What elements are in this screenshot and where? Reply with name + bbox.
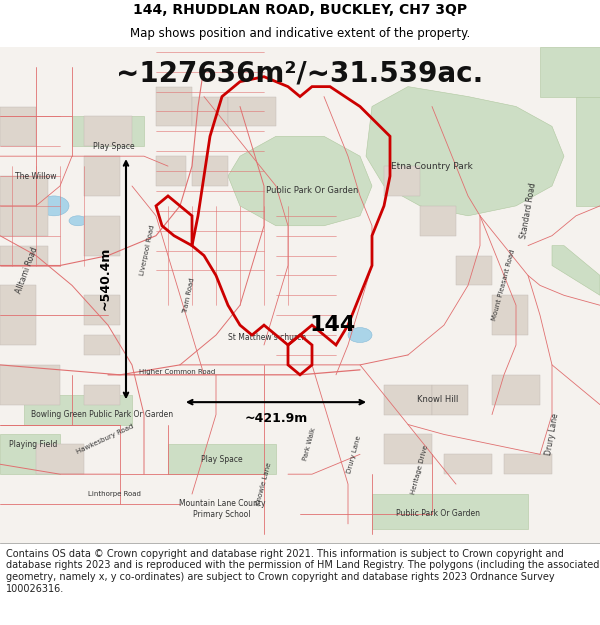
Ellipse shape (69, 216, 87, 226)
Bar (384, 166, 420, 196)
Ellipse shape (39, 196, 69, 216)
Text: Drury Lane: Drury Lane (544, 412, 560, 456)
Bar (156, 156, 186, 186)
Text: Bowling Green Public Park Or Garden: Bowling Green Public Park Or Garden (31, 410, 173, 419)
Bar (84, 335, 120, 355)
Bar (228, 96, 276, 126)
Bar (36, 444, 84, 474)
Text: Park Walk: Park Walk (302, 427, 316, 462)
Text: Public Park Or Garden: Public Park Or Garden (396, 509, 480, 519)
Text: The Willow: The Willow (15, 171, 57, 181)
Bar (492, 295, 528, 335)
Bar (384, 434, 432, 464)
Bar (84, 156, 120, 196)
Text: Mount Pleasant Road: Mount Pleasant Road (491, 249, 517, 322)
Text: Liverpool Road: Liverpool Road (139, 225, 155, 276)
Bar (456, 256, 492, 286)
Polygon shape (576, 96, 600, 206)
Text: Alltami Road: Alltami Road (14, 246, 40, 295)
Polygon shape (372, 494, 528, 529)
Text: St Matthew's church: St Matthew's church (228, 333, 306, 342)
Text: Tram Road: Tram Road (182, 277, 196, 314)
Bar (192, 96, 228, 126)
Bar (156, 87, 192, 126)
Text: Standard Road: Standard Road (518, 182, 538, 239)
Text: Etna Country Park: Etna Country Park (391, 162, 473, 171)
Bar (84, 116, 132, 146)
Polygon shape (366, 87, 564, 216)
Bar (0, 176, 48, 236)
Text: Map shows position and indicative extent of the property.: Map shows position and indicative extent… (130, 28, 470, 40)
Polygon shape (72, 116, 144, 146)
Text: Drury Lane: Drury Lane (346, 435, 362, 474)
Text: Linthorpe Road: Linthorpe Road (88, 491, 140, 497)
Bar (420, 206, 456, 236)
Polygon shape (540, 47, 600, 96)
Text: Public Park Or Garden: Public Park Or Garden (266, 186, 358, 196)
Bar (84, 385, 120, 404)
Bar (492, 375, 540, 404)
Text: ~127636m²/~31.539ac.: ~127636m²/~31.539ac. (116, 59, 484, 88)
Text: Hawkesbury Road: Hawkesbury Road (76, 424, 134, 455)
Polygon shape (24, 395, 132, 424)
Text: Heritage Drive: Heritage Drive (410, 444, 430, 494)
Bar (84, 216, 120, 256)
Bar (0, 365, 60, 404)
Text: Play Space: Play Space (201, 455, 243, 464)
Polygon shape (552, 246, 600, 295)
Text: Knowl Hill: Knowl Hill (418, 395, 458, 404)
Text: 144: 144 (310, 315, 356, 335)
Text: Contains OS data © Crown copyright and database right 2021. This information is : Contains OS data © Crown copyright and d… (6, 549, 599, 594)
Bar (0, 246, 48, 266)
Bar (444, 454, 492, 474)
Text: Play Space: Play Space (93, 142, 135, 151)
Polygon shape (228, 136, 372, 226)
Text: ~421.9m: ~421.9m (244, 412, 308, 425)
Bar (504, 454, 552, 474)
Text: ~540.4m: ~540.4m (98, 246, 112, 309)
Bar (84, 295, 120, 325)
Bar (0, 106, 36, 146)
Ellipse shape (348, 328, 372, 342)
Text: Playing Field: Playing Field (9, 440, 57, 449)
Polygon shape (168, 444, 276, 474)
Bar (0, 286, 36, 345)
Text: 144, RHUDDLAN ROAD, BUCKLEY, CH7 3QP: 144, RHUDDLAN ROAD, BUCKLEY, CH7 3QP (133, 3, 467, 18)
Text: Mountain Lane County
Primary School: Mountain Lane County Primary School (179, 499, 265, 519)
Text: Higher Common Road: Higher Common Road (139, 369, 215, 376)
Text: Knowle Lane: Knowle Lane (256, 462, 272, 506)
Bar (192, 156, 228, 186)
Bar (384, 385, 432, 414)
Bar (432, 385, 468, 414)
Polygon shape (0, 434, 60, 474)
